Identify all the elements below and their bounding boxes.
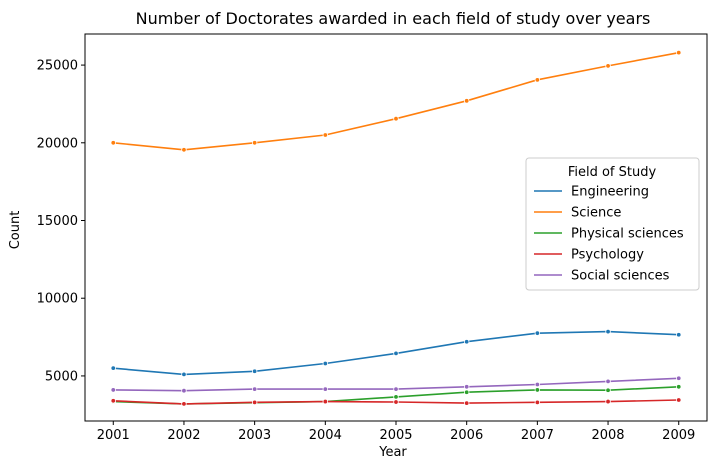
- y-tick-label: 5000: [45, 369, 78, 384]
- data-point-social-sciences: [393, 386, 399, 392]
- data-point-engineering: [181, 371, 187, 378]
- x-tick-label: 2005: [379, 428, 412, 443]
- data-point-psychology: [322, 398, 329, 405]
- legend-label-social-sciences: Social sciences: [571, 269, 670, 284]
- data-point-science: [605, 63, 611, 69]
- legend-label-physical-sciences: Physical sciences: [571, 227, 684, 242]
- data-point-social-sciences: [676, 375, 682, 381]
- legend-label-engineering: Engineering: [571, 185, 649, 200]
- legend: Field of Study Engineering Science Physica…: [525, 157, 700, 291]
- data-point-social-sciences: [251, 386, 258, 392]
- data-point-psychology: [110, 398, 116, 404]
- data-point-science: [251, 140, 258, 146]
- x-tick-label: 2009: [662, 428, 695, 443]
- y-tick-label: 10000: [37, 292, 78, 307]
- data-point-psychology: [463, 400, 470, 406]
- y-tick-label: 25000: [37, 59, 78, 74]
- data-point-science: [676, 49, 682, 56]
- data-point-engineering: [110, 365, 116, 371]
- legend-box: [525, 157, 700, 291]
- y-tick-label: 20000: [37, 136, 78, 151]
- data-point-social-sciences: [605, 378, 611, 385]
- data-point-psychology: [676, 397, 682, 403]
- data-point-science: [463, 98, 470, 104]
- data-point-psychology: [605, 398, 611, 405]
- y-tick-label: 15000: [37, 214, 78, 229]
- data-point-psychology: [534, 399, 541, 406]
- x-tick-label: 2004: [309, 428, 342, 443]
- data-point-science: [110, 140, 116, 146]
- data-point-engineering: [393, 350, 399, 357]
- legend-label-psychology: Psychology: [571, 248, 644, 263]
- x-tick-label: 2001: [97, 428, 130, 443]
- x-tick-label: 2003: [238, 428, 271, 443]
- data-point-physical-sciences: [463, 389, 470, 395]
- data-point-engineering: [322, 360, 329, 367]
- data-point-engineering: [534, 330, 541, 336]
- data-point-social-sciences: [110, 387, 116, 393]
- data-point-social-sciences: [181, 387, 187, 394]
- x-tick-label: 2008: [591, 428, 624, 443]
- legend-title: Field of Study: [568, 165, 657, 180]
- data-point-engineering: [676, 332, 682, 338]
- chart-title: Number of Doctorates awarded in each fie…: [136, 9, 651, 28]
- data-point-science: [181, 147, 187, 153]
- data-point-psychology: [181, 401, 187, 407]
- data-point-physical-sciences: [676, 384, 682, 390]
- data-point-social-sciences: [322, 386, 329, 392]
- x-axis-label: Year: [378, 445, 407, 460]
- data-point-social-sciences: [534, 381, 541, 388]
- data-point-engineering: [463, 339, 470, 345]
- data-point-psychology: [251, 399, 258, 406]
- data-point-physical-sciences: [534, 387, 541, 393]
- data-point-psychology: [393, 399, 399, 405]
- legend-label-science: Science: [571, 206, 621, 221]
- data-point-physical-sciences: [605, 387, 611, 393]
- data-point-science: [534, 77, 541, 83]
- data-point-social-sciences: [463, 384, 470, 390]
- data-point-engineering: [605, 328, 611, 335]
- series-line-science: [113, 51, 679, 151]
- y-axis-label: Count: [8, 211, 23, 250]
- data-point-engineering: [251, 368, 258, 374]
- data-point-science: [322, 132, 329, 138]
- x-tick-label: 2002: [167, 428, 200, 443]
- x-tick-label: 2007: [521, 428, 554, 443]
- x-tick-label: 2006: [450, 428, 483, 443]
- data-point-science: [393, 116, 399, 122]
- data-point-physical-sciences: [393, 394, 399, 400]
